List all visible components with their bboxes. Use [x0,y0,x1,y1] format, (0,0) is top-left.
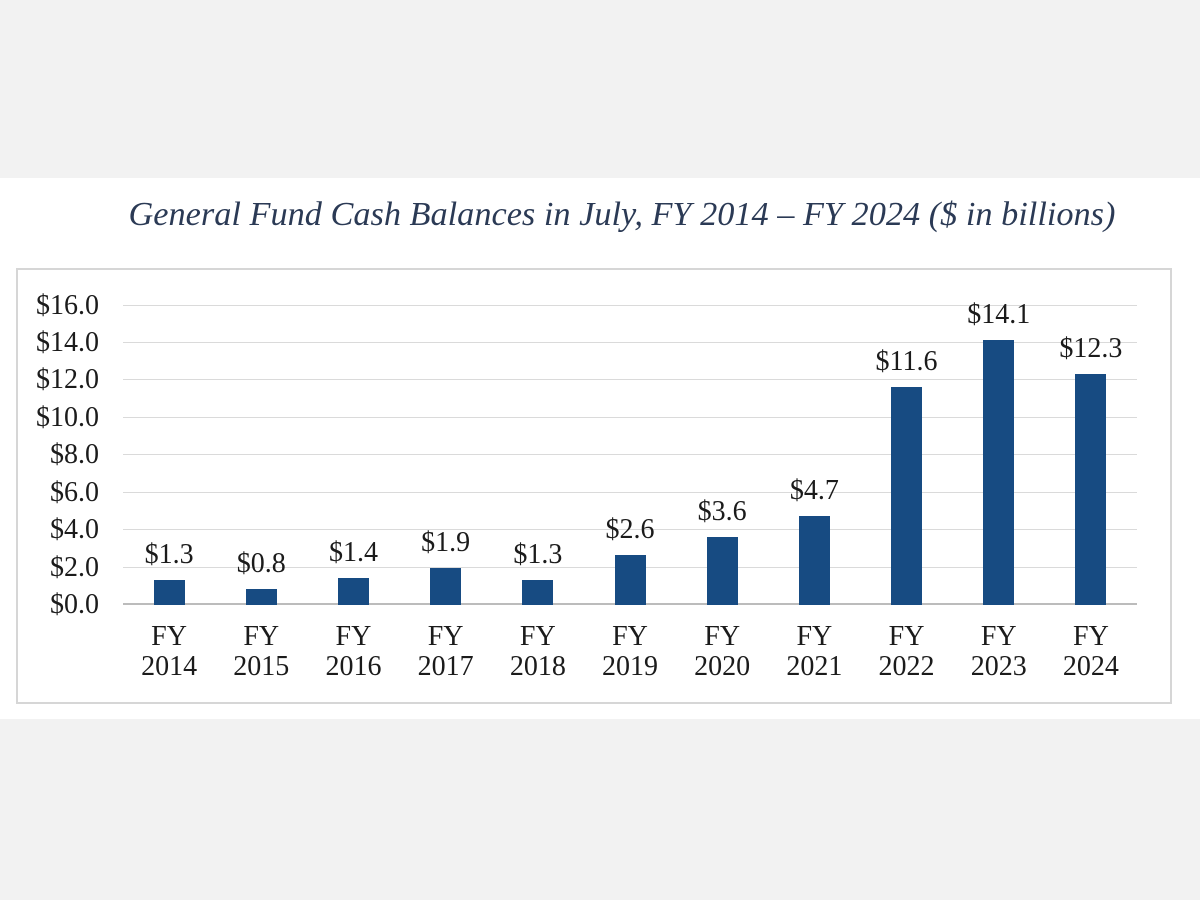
bar-value-label: $2.6 [605,514,655,545]
bar [1075,374,1106,605]
x-tick-label: FY 2014 [141,621,198,682]
bar-value-label: $1.3 [513,539,563,570]
x-tick-label: FY 2023 [970,621,1027,682]
x-tick-label: FY 2018 [509,621,566,682]
gridline [123,305,1137,306]
x-tick-label: FY 2020 [694,621,751,682]
bar [338,578,369,605]
bar-value-label: $1.9 [421,527,471,558]
bar [983,340,1014,605]
gridline [123,342,1137,343]
bar-value-label: $0.8 [236,548,286,579]
y-tick-label: $2.0 [50,552,99,583]
y-tick-label: $16.0 [36,290,99,321]
gridline [123,492,1137,493]
bar [154,580,185,605]
y-tick-label: $10.0 [36,402,99,433]
x-tick-label: FY 2015 [233,621,290,682]
y-tick-label: $6.0 [50,477,99,508]
chart-title: General Fund Cash Balances in July, FY 2… [128,195,1116,233]
bar-value-label: $1.3 [144,539,194,570]
gridline [123,417,1137,418]
x-tick-label: FY 2024 [1062,621,1119,682]
x-tick-label: FY 2017 [417,621,474,682]
bar-value-label: $14.1 [967,299,1031,330]
gridline [123,454,1137,455]
bar-value-label: $11.6 [875,346,938,377]
bar-value-label: $3.6 [697,496,747,527]
gridline [123,379,1137,380]
bar [430,568,461,605]
bar [615,555,646,605]
chart-frame [16,268,1172,704]
bar-value-label: $12.3 [1059,333,1123,364]
bar [707,537,738,605]
x-tick-label: FY 2021 [786,621,843,682]
y-tick-label: $0.0 [50,589,99,620]
x-tick-label: FY 2019 [602,621,658,682]
bar-value-label: $4.7 [789,475,839,506]
bar [891,387,922,605]
y-tick-label: $4.0 [50,514,99,545]
gridline [123,529,1137,530]
bar [246,589,277,605]
bar [799,516,830,605]
x-tick-label: FY 2022 [878,621,935,682]
y-tick-label: $8.0 [50,439,99,470]
bar [522,580,553,605]
y-tick-label: $14.0 [36,327,99,358]
bar-value-label: $1.4 [328,537,378,568]
x-tick-label: FY 2016 [325,621,382,682]
y-tick-label: $12.0 [36,364,99,395]
